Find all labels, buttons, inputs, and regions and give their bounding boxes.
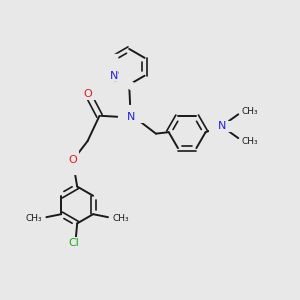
Text: CH₃: CH₃ (25, 214, 42, 223)
Text: CH₃: CH₃ (112, 214, 129, 223)
Text: CH₃: CH₃ (241, 136, 258, 146)
Text: N: N (110, 71, 118, 81)
Text: N: N (127, 112, 135, 122)
Text: Cl: Cl (69, 238, 80, 248)
Text: O: O (68, 155, 77, 165)
Text: N: N (218, 121, 226, 131)
Text: O: O (84, 89, 93, 99)
Text: CH₃: CH₃ (241, 107, 258, 116)
